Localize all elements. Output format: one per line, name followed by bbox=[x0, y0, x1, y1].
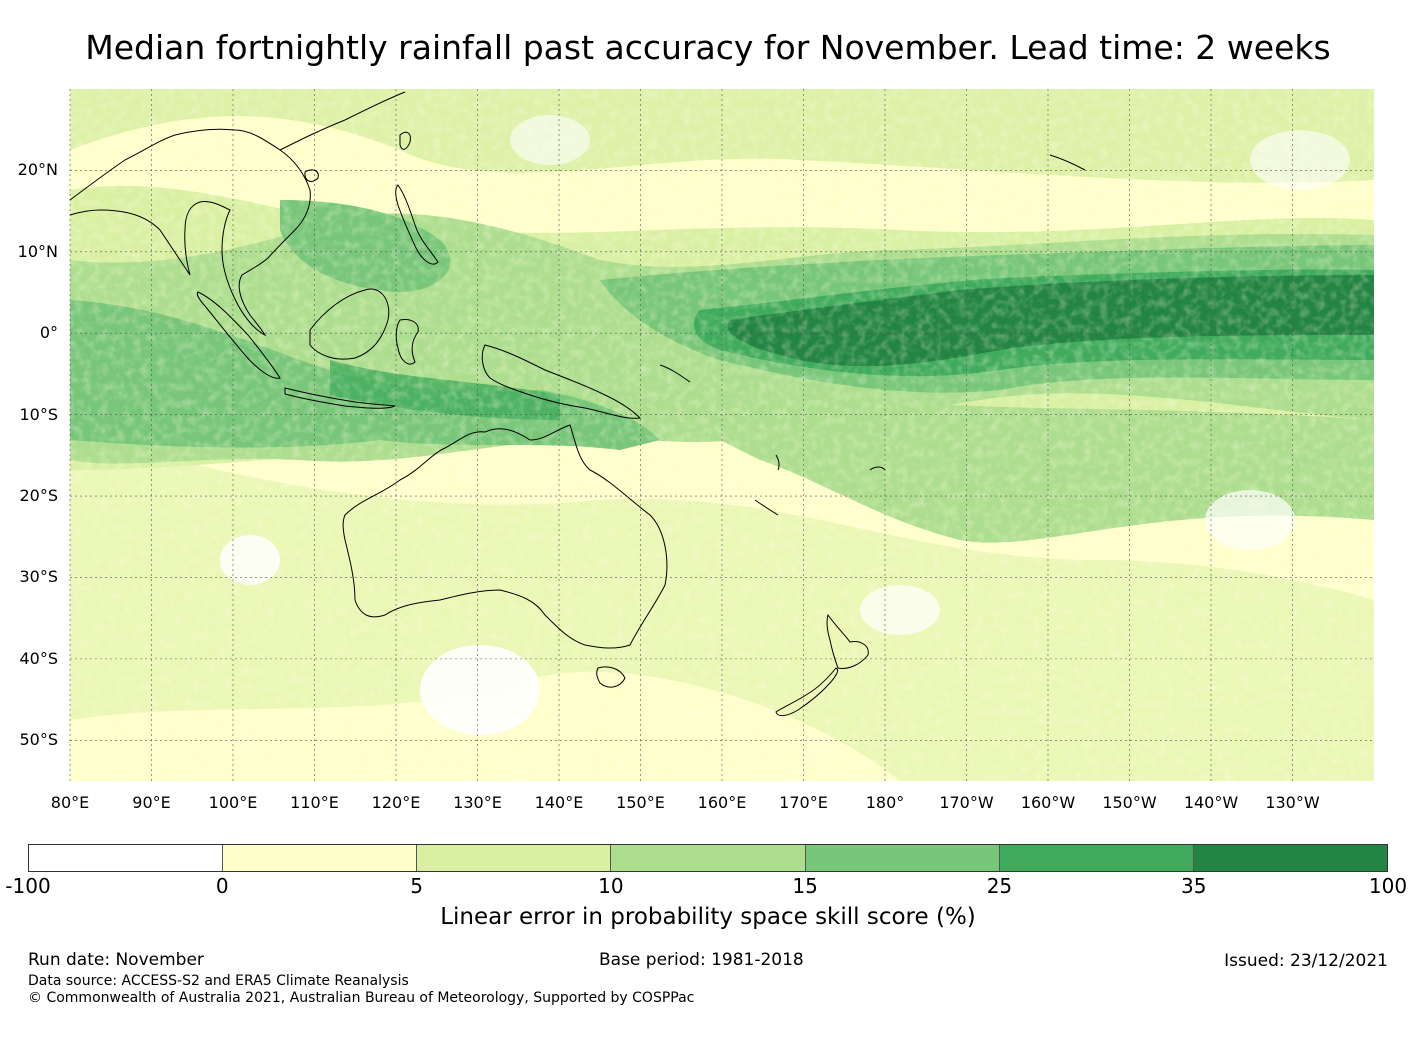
australia-coast bbox=[342, 424, 668, 649]
colorbar-segment bbox=[29, 845, 224, 871]
tasmania-coast bbox=[596, 666, 626, 688]
latitude-label: 0° bbox=[39, 323, 58, 343]
skill-score-map bbox=[69, 89, 1374, 781]
longitude-label: 130°E bbox=[453, 793, 502, 812]
colorbar-segment bbox=[223, 845, 418, 871]
colorbar-label: Linear error in probability space skill … bbox=[440, 904, 976, 930]
borneo-coast bbox=[309, 288, 390, 360]
asia-north-coast bbox=[279, 91, 406, 151]
longitude-label: 80°E bbox=[50, 793, 90, 812]
longitude-label: 130°W bbox=[1265, 793, 1320, 812]
new-zealand-north-coast bbox=[826, 613, 869, 669]
latitude-label: 10°N bbox=[17, 241, 58, 261]
longitude-label: 180° bbox=[865, 793, 905, 812]
map-title: Median fortnightly rainfall past accurac… bbox=[85, 28, 1331, 67]
new-caledonia-coast bbox=[754, 499, 779, 516]
sulawesi-coast bbox=[395, 319, 419, 365]
colorbar-tick-label: 5 bbox=[410, 874, 423, 898]
new-zealand-south-coast bbox=[775, 667, 839, 717]
hawaii-islands bbox=[1049, 154, 1086, 171]
colorbar-tick-label: 15 bbox=[792, 874, 818, 898]
copyright: © Commonwealth of Australia 2021, Austra… bbox=[28, 990, 695, 1006]
vanuatu-islands bbox=[775, 454, 780, 471]
new-guinea-coast bbox=[481, 344, 642, 419]
colorbar-segment bbox=[805, 845, 1000, 871]
longitude-label: 160°E bbox=[697, 793, 747, 812]
colorbar-tick-label: -100 bbox=[5, 874, 51, 898]
colorbar bbox=[28, 844, 1388, 872]
longitude-label: 150°W bbox=[1102, 793, 1157, 812]
colorbar-segment bbox=[1193, 845, 1387, 871]
base-period: Base period: 1981-2018 bbox=[599, 950, 804, 970]
latitude-label: 50°S bbox=[19, 730, 58, 750]
longitude-label: 150°E bbox=[616, 793, 665, 812]
colorbar-tick-label: 100 bbox=[1368, 874, 1408, 898]
hainan-coast bbox=[304, 169, 319, 182]
philippines-coast bbox=[395, 184, 439, 265]
taiwan-coast bbox=[399, 131, 411, 150]
colorbar-segment bbox=[999, 845, 1194, 871]
latitude-label: 20°N bbox=[17, 160, 58, 180]
colorbar-segment bbox=[417, 845, 612, 871]
longitude-label: 100°E bbox=[208, 793, 258, 812]
colorbar-tick-label: 35 bbox=[1180, 874, 1207, 898]
latitude-label: 20°S bbox=[19, 486, 58, 506]
latitude-label: 10°S bbox=[19, 404, 58, 424]
longitude-label: 140°E bbox=[534, 793, 584, 812]
data-source: Data source: ACCESS-S2 and ERA5 Climate … bbox=[28, 973, 409, 989]
longitude-label: 120°E bbox=[371, 793, 421, 812]
colorbar-tick-label: 0 bbox=[215, 874, 229, 898]
longitude-label: 170°E bbox=[779, 793, 828, 812]
solomon-islands bbox=[659, 364, 691, 383]
latitude-label: 30°S bbox=[19, 567, 58, 587]
longitude-label: 160°W bbox=[1020, 793, 1076, 812]
longitude-label: 170°W bbox=[939, 793, 994, 812]
asia-mainland-coast bbox=[69, 128, 311, 337]
colorbar-tick-label: 25 bbox=[986, 874, 1013, 898]
longitude-label: 90°E bbox=[132, 793, 171, 812]
fiji-islands bbox=[869, 466, 886, 471]
colorbar-segment bbox=[611, 845, 806, 871]
map-gridlines bbox=[69, 89, 1374, 781]
colorbar-tick-label: 10 bbox=[598, 874, 624, 898]
coastlines bbox=[69, 91, 1086, 717]
sumatra-coast bbox=[196, 291, 281, 379]
java-coast bbox=[284, 387, 396, 409]
latitude-label: 40°S bbox=[19, 648, 58, 668]
longitude-label: 110°E bbox=[290, 793, 339, 812]
longitude-label: 140°W bbox=[1183, 793, 1239, 812]
run-date: Run date: November bbox=[28, 950, 204, 970]
issued-date: Issued: 23/12/2021 bbox=[1224, 951, 1388, 971]
